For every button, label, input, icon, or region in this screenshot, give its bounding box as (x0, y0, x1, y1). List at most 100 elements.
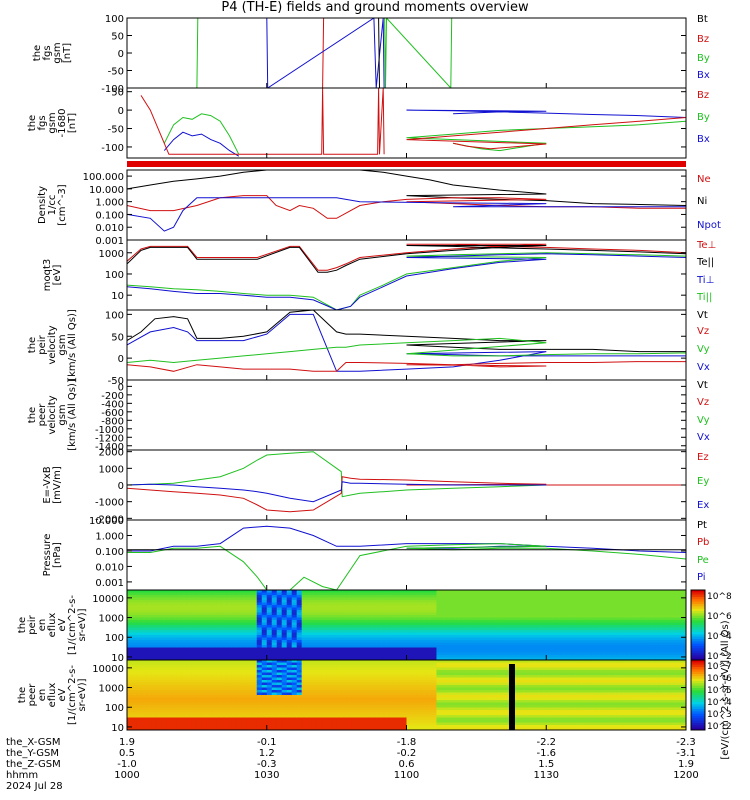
spectrogram-cell (356, 685, 362, 688)
spectrogram-cell (127, 625, 133, 628)
spectrogram-cell (127, 675, 133, 678)
spectrogram-cell (391, 712, 397, 716)
spectrogram-cell (296, 655, 303, 658)
spectrogram-cell (496, 602, 502, 606)
spectrogram-cell (127, 662, 133, 666)
spectrogram-cell (191, 707, 198, 711)
spectrogram-cell (396, 677, 402, 681)
spectrogram-cell (571, 627, 577, 631)
spectrogram-cell (206, 622, 213, 626)
spectrogram-cell (176, 677, 183, 681)
spectrogram-cell (246, 692, 253, 696)
spectrogram-cell (336, 692, 343, 696)
panel-10: 10^710^610^510^410^310^210000100010010th… (17, 659, 732, 734)
spectrogram-cell (251, 655, 258, 658)
spectrogram-cell (556, 620, 562, 623)
spectrogram-cell (566, 600, 572, 603)
spectrogram-cell (346, 630, 352, 633)
spectrogram-cell (261, 632, 268, 636)
spectrogram-cell (371, 660, 377, 663)
spectrogram-cell (316, 600, 323, 603)
spectrogram-cell (341, 635, 348, 638)
spectrogram-cell (136, 617, 143, 621)
spectrogram-cell (136, 642, 143, 646)
spectrogram-cell (171, 727, 178, 731)
spectrogram-cell (371, 652, 377, 656)
spectrogram-cell (506, 630, 512, 633)
spectrogram-cell (166, 602, 173, 606)
spectrogram-cell (646, 632, 652, 636)
colorbar-cell (691, 636, 705, 640)
spectrogram-cell (536, 657, 542, 661)
spectrogram-cell (236, 617, 243, 621)
spectrogram-cell (631, 622, 637, 626)
spectrogram-cell (391, 602, 397, 606)
spectrogram-cell (301, 722, 308, 726)
spectrogram-cell (151, 592, 158, 596)
spectrogram-cell (491, 645, 497, 648)
spectrogram-cell (396, 647, 402, 651)
spectrogram-cell (541, 657, 547, 661)
spectrogram-cell (236, 615, 243, 618)
spectrogram-cell (181, 602, 188, 606)
spectrogram-cell (566, 592, 572, 596)
spectrogram-cell (306, 610, 313, 613)
spectrogram-cell (211, 650, 218, 653)
spectrogram-cell (351, 722, 357, 726)
spectrogram-cell (431, 635, 437, 638)
spectrogram-cell (281, 655, 288, 658)
spectrogram-cell (211, 630, 218, 633)
spectrogram-cell (371, 715, 377, 718)
spectrogram-cell (356, 702, 362, 706)
spectrogram-cell (341, 700, 348, 703)
spectrogram-cell (476, 640, 482, 643)
spectrogram-cell (501, 607, 507, 611)
spectrogram-cell (581, 592, 587, 596)
spectrogram-cell (426, 620, 432, 623)
spectrogram-cell (611, 592, 617, 596)
spectrogram-cell (331, 655, 338, 658)
y-axis-label: fgs (37, 115, 48, 130)
spectrogram-cell (576, 595, 582, 598)
spectrogram-cell (176, 620, 183, 623)
spectrogram-cell (271, 677, 278, 681)
spectrogram-cell (141, 590, 148, 593)
spectrogram-cell (681, 590, 687, 593)
spectrogram-cell (501, 620, 507, 623)
spectrogram-cell (316, 637, 323, 641)
spectrogram-cell (241, 595, 248, 598)
spectrogram-cell (381, 700, 387, 703)
spectrogram-cell (326, 650, 333, 653)
spectrogram-cell (591, 610, 597, 613)
spectrogram-cell (201, 620, 208, 623)
spectrogram-cell (196, 682, 203, 686)
y-axis-label: gsm (57, 334, 68, 355)
spectrogram-cell (416, 620, 422, 623)
spectrogram-cell (351, 705, 357, 708)
spectrogram-cell (246, 665, 253, 668)
spectrogram-cell (191, 635, 198, 638)
spectrogram-cell (326, 600, 333, 603)
spectrogram-cell (501, 632, 507, 636)
spectrogram-cell (356, 715, 362, 718)
spectrogram-cell (386, 627, 392, 631)
spectrogram-cell (371, 677, 377, 681)
spectrogram-cell (201, 662, 208, 666)
spectrogram-cell (576, 657, 582, 661)
spectrogram-cell (501, 630, 507, 633)
spectrogram-cell (396, 705, 402, 708)
spectrogram-cell (186, 625, 193, 628)
spectrogram-cell (626, 590, 632, 593)
spectrogram-cell (226, 642, 233, 646)
spectrogram-cell (166, 650, 173, 653)
spectrogram-cell (316, 710, 323, 713)
spectrogram-cell (226, 652, 233, 656)
spectrogram-cell (436, 612, 442, 616)
spectrogram-cell (361, 667, 367, 671)
spectrogram-cell (351, 655, 357, 658)
spectrogram-cell (651, 655, 657, 658)
spectrogram-cell (401, 595, 407, 598)
spectrogram-cell (131, 615, 138, 618)
spectrogram-cell (326, 717, 333, 721)
